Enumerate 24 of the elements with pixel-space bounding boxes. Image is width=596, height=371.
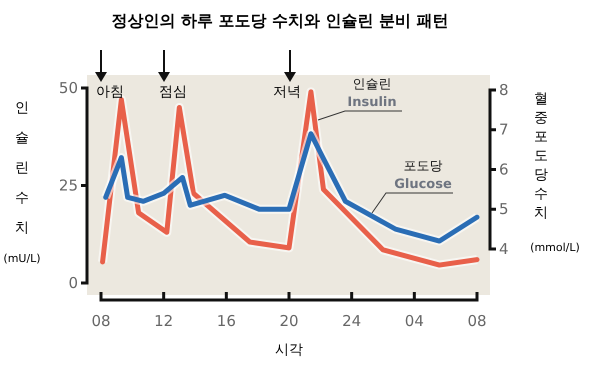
x-tick-label: 12 xyxy=(154,312,174,330)
x-tick-label: 04 xyxy=(404,312,424,330)
y-tick-label: 25 xyxy=(58,176,78,194)
annotation: 점심 xyxy=(159,84,187,100)
y-tick-label: 0 xyxy=(68,274,78,292)
text: 인슐린 Insulin xyxy=(347,77,397,110)
y2-tick-label: 5 xyxy=(499,200,509,218)
y2-tick-label: 6 xyxy=(499,160,509,178)
x-tick-label: 16 xyxy=(216,312,236,330)
y-tick-label: 50 xyxy=(58,78,78,97)
x-tick-label: 20 xyxy=(279,312,299,330)
annotation: 아침 xyxy=(96,84,124,100)
annotation: 저녁 xyxy=(273,84,301,100)
y2-tick-label: 4 xyxy=(499,240,509,258)
text: 포도당 Glucose xyxy=(394,159,452,192)
x-axis-title: 시각 xyxy=(275,342,303,358)
y2-tick-label: 8 xyxy=(499,80,509,99)
x-tick-label: 24 xyxy=(342,312,362,330)
text: 혈중포도당수치 (mmol/L) xyxy=(530,91,580,254)
x-tick-label: 08 xyxy=(467,312,487,330)
y2-tick-label: 7 xyxy=(499,120,509,139)
chart-title: 정상인의 하루 포도당 수치와 인슐린 분비 패턴 xyxy=(111,11,449,30)
x-tick-label: 08 xyxy=(91,312,111,330)
y-axis-title: 인슐린수치 (mU/L) xyxy=(3,100,41,265)
